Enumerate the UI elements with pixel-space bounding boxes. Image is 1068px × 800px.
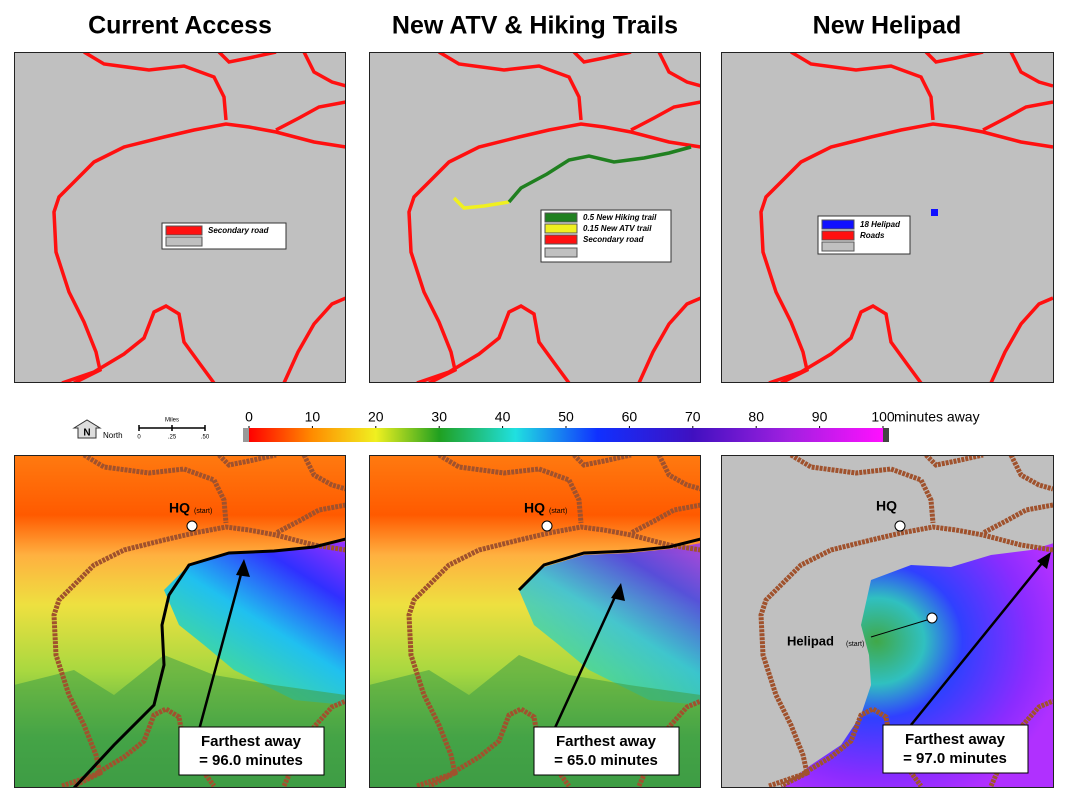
far-zone — [164, 541, 346, 705]
callout-text: = 96.0 minutes — [199, 752, 303, 769]
panel-border — [14, 455, 346, 788]
panel-title: New ATV & Hiking Trails — [392, 12, 678, 40]
arrow-head — [1037, 552, 1051, 569]
legend-label: Roads — [860, 231, 885, 240]
boundary — [72, 537, 346, 788]
legend-label: 0.5 New Hiking trail — [583, 213, 657, 222]
north-letter: N — [83, 428, 90, 439]
arrow — [910, 556, 1048, 726]
legend-swatch — [821, 241, 855, 252]
colorbar-end — [243, 428, 249, 442]
colorbar — [249, 428, 883, 442]
hq-label: HQ — [524, 500, 545, 516]
legend-swatch — [821, 219, 855, 230]
legend-swatch — [544, 212, 578, 223]
legend-swatch — [165, 236, 203, 247]
north-label: North — [103, 431, 123, 440]
hq-marker — [186, 520, 198, 532]
map-panel: HQ Helipad (start) Farthest away = 97.0 … — [721, 455, 1054, 788]
colorbar-tick-label: 60 — [622, 409, 638, 425]
colorbar-tick-label: 40 — [495, 409, 511, 425]
legend-swatch — [544, 223, 578, 234]
callout-text: = 97.0 minutes — [903, 750, 1007, 767]
map-panel: Secondary road — [14, 52, 346, 383]
far-zone — [519, 543, 701, 705]
helipad — [931, 209, 938, 216]
hq-marker — [541, 520, 553, 532]
callout-text: Farthest away — [556, 733, 657, 750]
legend-label: 18 Helipad — [860, 220, 901, 229]
map-panel: HQ (start) Farthest away = 96.0 minutes — [14, 455, 346, 788]
hiking-trail — [507, 145, 692, 204]
panel-title: New Helipad — [813, 12, 962, 40]
atv-trail — [452, 196, 510, 210]
legend-swatch — [544, 234, 578, 245]
scale-title: Miles — [165, 418, 179, 424]
legend-label: Secondary road — [583, 235, 645, 244]
colorbar-tick-label: 30 — [431, 409, 447, 425]
map-panel: 18 Helipad Roads — [721, 52, 1054, 383]
start-label: (start) — [846, 641, 864, 648]
scale-bar — [138, 425, 206, 431]
arrow — [552, 587, 621, 731]
colorbar-unit: minutes away — [894, 409, 980, 425]
panel-border — [369, 455, 701, 788]
hq-label: HQ — [169, 500, 190, 516]
north-arrow — [72, 419, 102, 439]
map-panel: 0.5 New Hiking trail 0.15 New ATV trail … — [369, 52, 701, 383]
helipad-marker — [926, 612, 938, 624]
callout-text: Farthest away — [201, 733, 302, 750]
panel-title: Current Access — [88, 12, 272, 40]
colorbar-end — [883, 428, 889, 442]
hq-marker — [894, 520, 906, 532]
legend-swatch — [544, 247, 578, 258]
colorbar-tick-label: 90 — [812, 409, 828, 425]
panel-border — [14, 52, 346, 383]
panel-border — [721, 455, 1054, 788]
callout-box — [882, 724, 1029, 774]
arrow-head — [236, 559, 250, 577]
callout-text: = 65.0 minutes — [554, 752, 658, 769]
colorbar-tick-label: 0 — [245, 409, 253, 425]
leader-line — [870, 619, 928, 638]
boundary — [517, 537, 701, 592]
legend-swatch — [821, 230, 855, 241]
legend-label: Secondary road — [208, 226, 270, 235]
panel-border — [721, 52, 1054, 383]
map-panel: HQ (start) Farthest away = 65.0 minutes — [369, 455, 701, 788]
colorbar-tick-label: 100 — [871, 409, 895, 425]
colorbar-tick-label: 20 — [368, 409, 384, 425]
arrow-head — [611, 583, 625, 601]
colorbar-ticks: 0 10 20 30 40 50 60 70 80 90 100 — [245, 409, 895, 428]
scale-tick: .25 — [168, 435, 177, 441]
helipad-label: Helipad — [787, 633, 834, 648]
legend-swatch — [165, 225, 203, 236]
start-label: (start) — [549, 508, 567, 515]
start-label: (start) — [194, 508, 212, 515]
panel-border — [369, 52, 701, 383]
colorbar-tick-label: 70 — [685, 409, 701, 425]
scale-tick: .50 — [201, 435, 210, 441]
hq-label: HQ — [876, 498, 897, 514]
arrow — [197, 562, 246, 731]
scale-tick: 0 — [137, 435, 141, 441]
legend-label: 0.15 New ATV trail — [583, 224, 652, 233]
map-background — [14, 52, 346, 383]
callout-box — [533, 726, 680, 776]
callout-text: Farthest away — [905, 731, 1006, 748]
colorbar-tick-label: 50 — [558, 409, 574, 425]
colorbar-tick-label: 10 — [305, 409, 321, 425]
colorbar-tick-label: 80 — [748, 409, 764, 425]
callout-box — [178, 726, 325, 776]
